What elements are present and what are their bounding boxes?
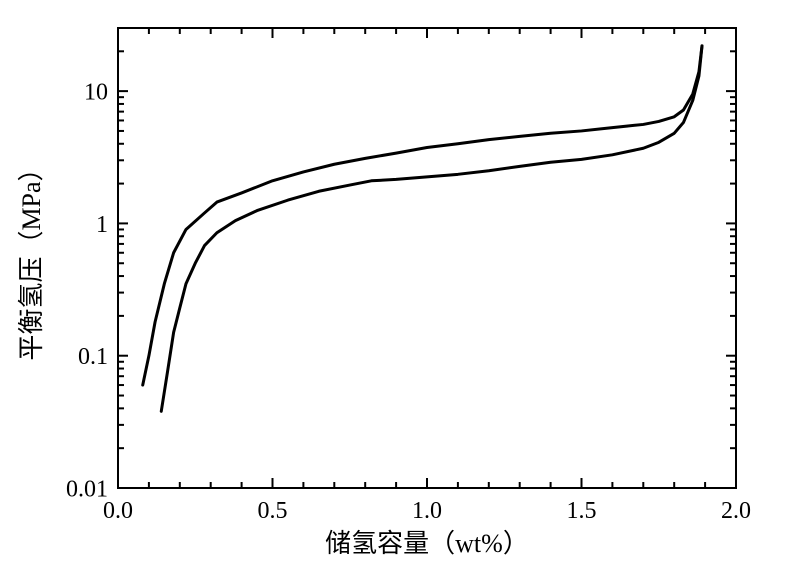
- y-tick-label: 0.1: [78, 344, 108, 370]
- x-tick-label: 1.5: [567, 498, 597, 524]
- x-axis-label: 储氢容量（wt%）: [325, 529, 529, 558]
- pct-chart: 0.00.51.01.52.00.010.1110储氢容量（wt%）平衡氢压（M…: [0, 0, 800, 587]
- x-tick-label: 1.0: [412, 498, 442, 524]
- y-tick-label: 0.01: [66, 476, 108, 502]
- y-tick-label: 10: [84, 80, 108, 106]
- x-tick-label: 2.0: [721, 498, 751, 524]
- y-tick-label: 1: [96, 212, 108, 238]
- y-axis-label: 平衡氢压（MPa）: [17, 155, 46, 360]
- x-tick-label: 0.5: [258, 498, 288, 524]
